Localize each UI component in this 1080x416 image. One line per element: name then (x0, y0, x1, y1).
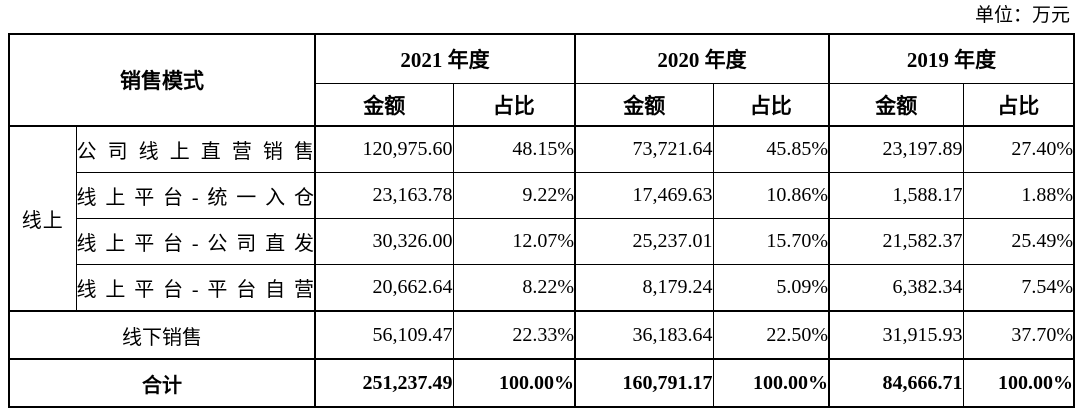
online-group-label: 线上 (8, 125, 77, 312)
table-row-online-direct: 线上 公司线上直营销售 120,975.60 48.15% 73,721.64 … (8, 125, 1075, 312)
amount-cell: 23,197.89 (828, 125, 964, 173)
amount-cell: 25,237.01 (574, 218, 714, 265)
sales-mode-table: 销售模式 2021 年度 2020 年度 2019 年度 金额 占比 金额 占比… (8, 33, 1075, 408)
amount-cell: 56,109.47 (314, 310, 454, 360)
row-label: 线上平台-公司直发 (75, 218, 316, 265)
table-row-platform-direct-ship: 线上平台-公司直发 30,326.00 12.07% 25,237.01 15.… (9, 218, 1075, 265)
row-label: 线上平台-平台自营 (75, 264, 316, 312)
table-row-platform-warehouse: 线上平台-统一入仓 23,163.78 9.22% 17,469.63 10.8… (9, 172, 1075, 219)
ratio-cell: 48.15% (452, 125, 576, 173)
offline-row-label: 线下销售 (8, 310, 316, 360)
table-row-total: 合计 251,237.49 100.00% 160,791.17 100.00%… (8, 358, 1075, 408)
ratio-cell: 22.33% (452, 310, 576, 360)
amount-cell: 84,666.71 (828, 358, 964, 408)
amount-cell: 73,721.64 (574, 125, 714, 173)
ratio-header-2021: 占比 (452, 83, 576, 127)
ratio-cell: 8.22% (452, 264, 576, 312)
ratio-cell: 100.00% (712, 358, 830, 408)
year-header-2021: 2021 年度 (314, 33, 576, 84)
amount-cell: 8,179.24 (574, 264, 714, 312)
ratio-cell: 37.70% (962, 310, 1075, 360)
table-row-offline: 线下销售 56,109.47 22.33% 36,183.64 22.50% 3… (8, 310, 1075, 360)
ratio-cell: 9.22% (452, 172, 576, 219)
year-header-2020: 2020 年度 (574, 33, 830, 84)
amount-cell: 160,791.17 (574, 358, 714, 408)
ratio-cell: 5.09% (712, 264, 830, 312)
amount-cell: 17,469.63 (574, 172, 714, 219)
unit-note: 单位：万元 (974, 5, 1070, 26)
amount-cell: 21,582.37 (828, 218, 964, 265)
ratio-cell: 15.70% (712, 218, 830, 265)
ratio-cell: 7.54% (962, 264, 1075, 312)
ratio-cell: 100.00% (962, 358, 1075, 408)
table-row-platform-self-run: 线上平台-平台自营 20,662.64 8.22% 8,179.24 5.09%… (9, 264, 1075, 312)
amount-header-2021: 金额 (314, 83, 454, 127)
sales-mode-header: 销售模式 (8, 33, 316, 127)
ratio-cell: 25.49% (962, 218, 1075, 265)
year-header-2019: 2019 年度 (828, 33, 1075, 84)
amount-cell: 31,915.93 (828, 310, 964, 360)
header-row-years: 销售模式 2021 年度 2020 年度 2019 年度 (8, 33, 1075, 127)
amount-cell: 23,163.78 (314, 172, 454, 219)
ratio-cell: 10.86% (712, 172, 830, 219)
ratio-cell: 22.50% (712, 310, 830, 360)
row-label: 公司线上直营销售 (75, 125, 316, 173)
ratio-cell: 27.40% (962, 125, 1075, 173)
amount-cell: 6,382.34 (828, 264, 964, 312)
amount-cell: 1,588.17 (828, 172, 964, 219)
ratio-cell: 100.00% (452, 358, 576, 408)
amount-header-2019: 金额 (828, 83, 964, 127)
ratio-cell: 12.07% (452, 218, 576, 265)
ratio-cell: 45.85% (712, 125, 830, 173)
amount-cell: 20,662.64 (314, 264, 454, 312)
total-row-label: 合计 (8, 358, 316, 408)
amount-cell: 30,326.00 (314, 218, 454, 265)
row-label: 线上平台-统一入仓 (75, 172, 316, 219)
ratio-header-2019: 占比 (962, 83, 1075, 127)
amount-cell: 120,975.60 (314, 125, 454, 173)
ratio-header-2020: 占比 (712, 83, 830, 127)
ratio-cell: 1.88% (962, 172, 1075, 219)
amount-cell: 36,183.64 (574, 310, 714, 360)
amount-header-2020: 金额 (574, 83, 714, 127)
amount-cell: 251,237.49 (314, 358, 454, 408)
